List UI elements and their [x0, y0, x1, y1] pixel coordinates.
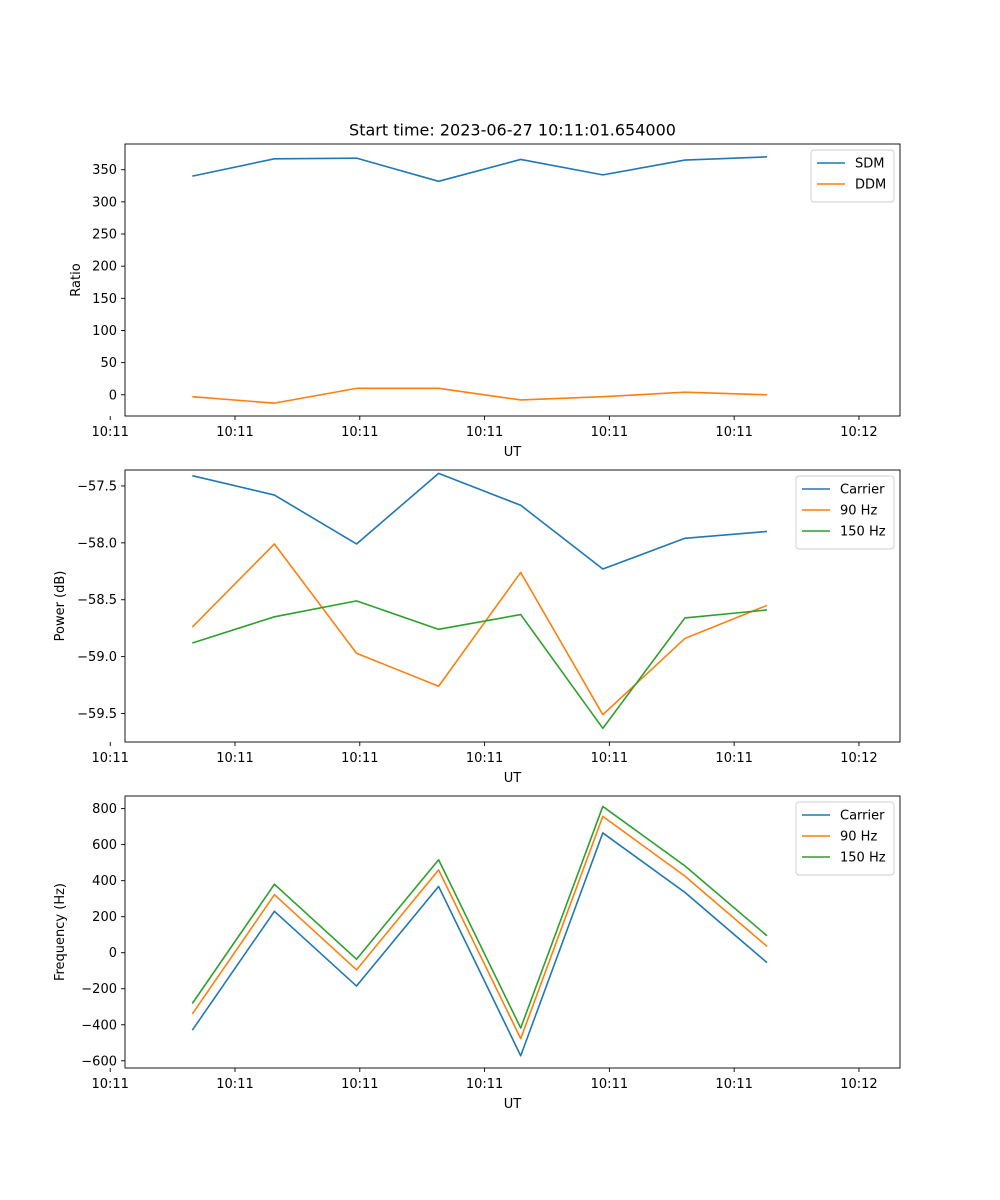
- y-tick-label: 100: [92, 324, 117, 339]
- figure-title: Start time: 2023-06-27 10:11:01.654000: [349, 121, 676, 140]
- legend-label: 150 Hz: [840, 525, 886, 540]
- legend-label: DDM: [855, 178, 886, 193]
- x-axis-label: UT: [504, 1097, 522, 1112]
- subplot-3: 10:11 10:11 10:11 10:11 10:11 10:11 10:12 −600 −…: [53, 795, 901, 1112]
- x-tick-label: 10:11: [591, 751, 628, 766]
- x-tick-label: 10:11: [91, 425, 128, 440]
- x-axis-label: UT: [504, 771, 522, 786]
- y-tick-label: −200: [81, 982, 117, 997]
- series-line-150-hz: [192, 600, 768, 730]
- y-tick-label: 250: [92, 228, 117, 243]
- y-tick-label: −59.0: [77, 650, 117, 665]
- x-tick-label: 10:11: [591, 1077, 628, 1092]
- x-tick-label: 10:12: [840, 1077, 877, 1092]
- y-tick-label: −600: [81, 1054, 117, 1069]
- y-tick-label: −400: [81, 1018, 117, 1033]
- y-tick-label: 0: [109, 388, 117, 403]
- x-tick-label: 10:11: [216, 751, 253, 766]
- legend-label: 90 Hz: [840, 830, 877, 845]
- series-line-90-hz: [191, 543, 768, 716]
- y-tick-label: 400: [92, 874, 117, 889]
- x-tick-label: 10:11: [591, 425, 628, 440]
- series-line-carrier: [191, 832, 768, 1057]
- y-tick-label: −59.5: [77, 707, 117, 722]
- x-tick-label: 10:11: [715, 425, 752, 440]
- x-axis-label: UT: [504, 445, 522, 460]
- plot-frame: [124, 143, 901, 417]
- legend: SDM DDM: [810, 149, 895, 203]
- x-tick-label: 10:11: [91, 1077, 128, 1092]
- y-axis-label: Frequency (Hz): [53, 883, 68, 981]
- y-tick-label: 600: [92, 838, 117, 853]
- x-tick-label: 10:11: [466, 425, 503, 440]
- y-tick-label: 150: [92, 292, 117, 307]
- x-tick-label: 10:11: [466, 751, 503, 766]
- series-line-150-hz: [191, 805, 768, 1029]
- x-tick-label: 10:11: [715, 1077, 752, 1092]
- x-tick-label: 10:11: [91, 751, 128, 766]
- subplot-1: 10:11 10:11 10:11 10:11 10:11 10:11 10:12 0 50 10…: [69, 143, 901, 460]
- x-tick-label: 10:11: [341, 425, 378, 440]
- legend-label: Carrier: [840, 483, 885, 498]
- y-tick-label: −57.5: [77, 479, 117, 494]
- x-tick-label: 10:12: [840, 751, 877, 766]
- x-tick-label: 10:11: [715, 751, 752, 766]
- y-axis-label: Ratio: [69, 263, 84, 296]
- legend: Carrier 90 Hz 150 Hz: [795, 801, 895, 876]
- x-tick-label: 10:11: [341, 1077, 378, 1092]
- y-tick-label: 200: [92, 260, 117, 275]
- plots: 10:11 10:11 10:11 10:11 10:11 10:11 10:12 0 50 10…: [53, 143, 901, 1112]
- plot-frame: [124, 469, 901, 743]
- y-tick-label: 350: [92, 163, 117, 178]
- x-tick-label: 10:11: [466, 1077, 503, 1092]
- legend-label: SDM: [855, 157, 884, 172]
- subplot-2: 10:11 10:11 10:11 10:11 10:11 10:11 10:12 −59.5…: [53, 469, 901, 786]
- x-tick-label: 10:11: [341, 751, 378, 766]
- legend-label: 90 Hz: [840, 504, 877, 519]
- legend-label: 150 Hz: [840, 851, 886, 866]
- plot-frame: [124, 795, 901, 1069]
- y-tick-label: 800: [92, 802, 117, 817]
- series-line-90-hz: [191, 815, 768, 1040]
- x-tick-label: 10:11: [216, 1077, 253, 1092]
- y-tick-label: −58.0: [77, 536, 117, 551]
- legend: Carrier 90 Hz 150 Hz: [795, 475, 895, 550]
- y-tick-label: 300: [92, 195, 117, 210]
- series-line-sdm: [192, 156, 768, 183]
- series-line-carrier: [192, 472, 768, 570]
- x-tick-label: 10:11: [216, 425, 253, 440]
- y-tick-label: 200: [92, 910, 117, 925]
- legend-label: Carrier: [840, 809, 885, 824]
- x-tick-label: 10:12: [840, 425, 877, 440]
- y-tick-label: −58.5: [77, 593, 117, 608]
- series-line-ddm: [192, 387, 768, 404]
- y-tick-label: 0: [109, 946, 117, 961]
- y-axis-label: Power (dB): [53, 571, 68, 642]
- y-tick-label: 50: [100, 356, 117, 371]
